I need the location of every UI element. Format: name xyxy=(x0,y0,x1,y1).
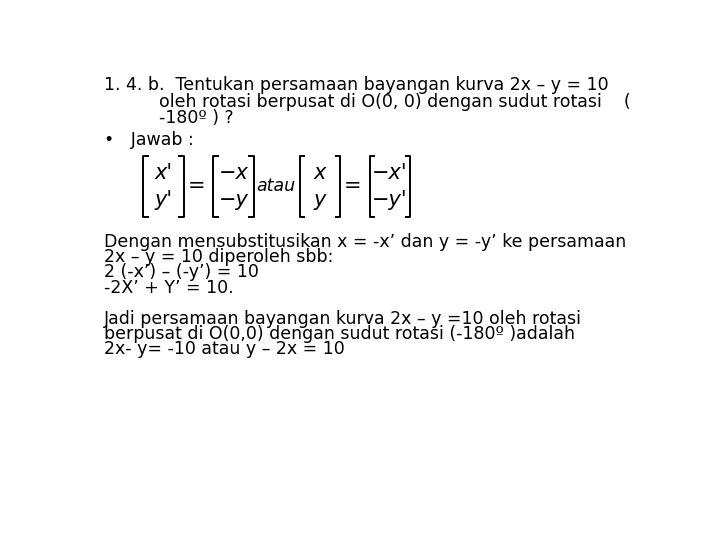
Text: =: = xyxy=(344,177,361,197)
Text: •   Jawab :: • Jawab : xyxy=(104,131,194,149)
Text: -180º ) ?: -180º ) ? xyxy=(104,109,233,127)
Text: berpusat di O(0,0) dengan sudut rotasi (-180º )adalah: berpusat di O(0,0) dengan sudut rotasi (… xyxy=(104,325,575,343)
Text: 1. 4. b.  Tentukan persamaan bayangan kurva 2x – y = 10: 1. 4. b. Tentukan persamaan bayangan kur… xyxy=(104,76,608,94)
Text: oleh rotasi berpusat di O(0, 0) dengan sudut rotasi    (: oleh rotasi berpusat di O(0, 0) dengan s… xyxy=(104,92,631,111)
Text: −x': −x' xyxy=(372,163,408,183)
Text: x': x' xyxy=(155,163,173,183)
Text: atau: atau xyxy=(256,178,296,195)
Text: Jadi persamaan bayangan kurva 2x – y =10 oleh rotasi: Jadi persamaan bayangan kurva 2x – y =10… xyxy=(104,309,582,328)
Text: =: = xyxy=(187,177,205,197)
Text: -2X’ + Y’ = 10.: -2X’ + Y’ = 10. xyxy=(104,279,233,297)
Text: −x: −x xyxy=(218,163,248,183)
Text: x: x xyxy=(314,163,326,183)
Text: Dengan mensubstitusikan x = -x’ dan y = -y’ ke persamaan: Dengan mensubstitusikan x = -x’ dan y = … xyxy=(104,233,626,251)
Text: 2 (-x’) – (-y’) = 10: 2 (-x’) – (-y’) = 10 xyxy=(104,264,258,281)
Text: 2x – y = 10 diperoleh sbb:: 2x – y = 10 diperoleh sbb: xyxy=(104,248,333,266)
Text: −y': −y' xyxy=(372,190,408,210)
Text: y: y xyxy=(314,190,326,210)
Text: y': y' xyxy=(155,190,173,210)
Text: −y: −y xyxy=(218,190,248,210)
Text: 2x- y= -10 atau y – 2x = 10: 2x- y= -10 atau y – 2x = 10 xyxy=(104,340,345,359)
